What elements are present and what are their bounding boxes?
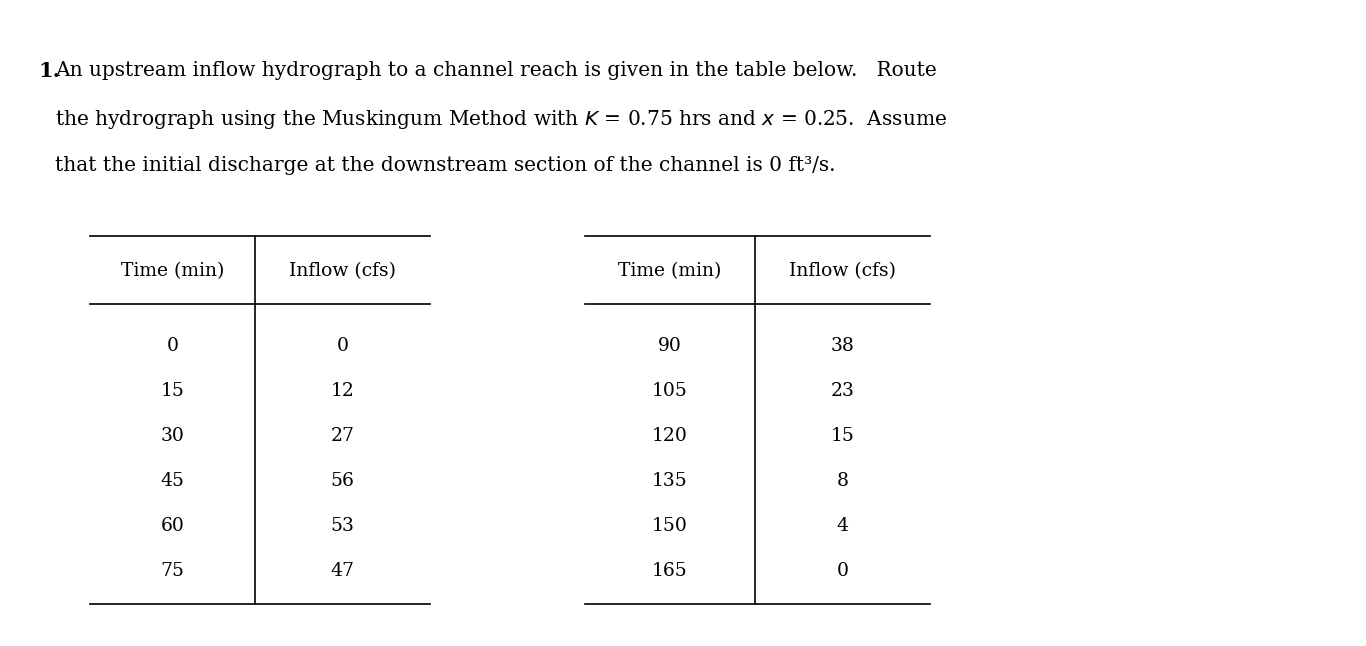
Text: Time (min): Time (min) xyxy=(619,262,721,280)
Text: 12: 12 xyxy=(331,382,354,400)
Text: Inflow (cfs): Inflow (cfs) xyxy=(790,262,896,280)
Text: 4: 4 xyxy=(836,517,848,535)
Text: 0: 0 xyxy=(836,562,848,580)
Text: 23: 23 xyxy=(831,382,855,400)
Text: 90: 90 xyxy=(658,337,682,355)
Text: 8: 8 xyxy=(836,472,848,490)
Text: 38: 38 xyxy=(831,337,855,355)
Text: 27: 27 xyxy=(331,427,355,445)
Text: 150: 150 xyxy=(652,517,688,535)
Text: 135: 135 xyxy=(652,472,688,490)
Text: the hydrograph using the Muskingum Method with $\mathit{K}$ = 0.75 hrs and $\mat: the hydrograph using the Muskingum Metho… xyxy=(55,108,947,131)
Text: 56: 56 xyxy=(331,472,354,490)
Text: An upstream inflow hydrograph to a channel reach is given in the table below.   : An upstream inflow hydrograph to a chann… xyxy=(55,61,937,80)
Text: 120: 120 xyxy=(652,427,688,445)
Text: 53: 53 xyxy=(331,517,354,535)
Text: Inflow (cfs): Inflow (cfs) xyxy=(290,262,396,280)
Text: that the initial discharge at the downstream section of the channel is 0 ft³/s.: that the initial discharge at the downst… xyxy=(55,156,836,175)
Text: Time (min): Time (min) xyxy=(120,262,224,280)
Text: 1.: 1. xyxy=(38,61,60,81)
Text: 30: 30 xyxy=(161,427,184,445)
Text: 15: 15 xyxy=(161,382,184,400)
Text: 165: 165 xyxy=(652,562,688,580)
Text: 45: 45 xyxy=(160,472,184,490)
Text: 0: 0 xyxy=(167,337,179,355)
Text: 15: 15 xyxy=(831,427,855,445)
Text: 75: 75 xyxy=(160,562,184,580)
Text: 60: 60 xyxy=(161,517,184,535)
Text: 0: 0 xyxy=(336,337,348,355)
Text: 105: 105 xyxy=(652,382,688,400)
Text: 47: 47 xyxy=(331,562,355,580)
